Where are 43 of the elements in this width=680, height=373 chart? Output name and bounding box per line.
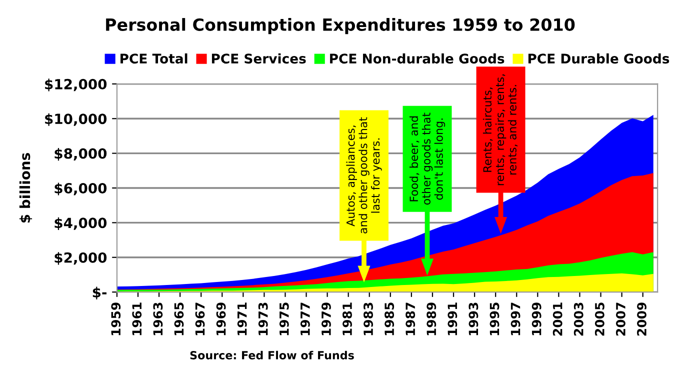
legend-label: PCE Services [212, 53, 306, 64]
x-tick-label: 1965 [174, 302, 184, 336]
x-tick-label: 1969 [216, 302, 226, 336]
x-tick-label: 1993 [468, 302, 478, 336]
x-tick-label: 1967 [195, 302, 205, 336]
x-tick-label: 1977 [300, 302, 310, 336]
annotation: Food, beer, and other goods that don't last long. [409, 112, 446, 205]
x-tick-label: 1987 [406, 302, 416, 336]
x-tick-label: 1961 [132, 302, 142, 336]
chart-title: Personal Consumption Expenditures 1959 to 2010 [106, 18, 575, 34]
x-tick-label: 1981 [342, 302, 352, 336]
x-tick-label: 1983 [364, 302, 374, 336]
x-tick-label: 1985 [384, 302, 394, 336]
x-tick-label: 2007 [616, 302, 626, 336]
y-tick-label: $8,000 [54, 148, 107, 161]
y-tick-label: $12,000 [45, 78, 107, 92]
y-tick-label: $10,000 [45, 113, 107, 126]
x-tick-label: 1995 [490, 302, 500, 336]
x-tick-label: 2009 [637, 302, 646, 336]
x-tick-label: 2001 [552, 302, 562, 336]
x-tick-label: 1997 [510, 302, 520, 336]
x-tick-label: 2005 [594, 302, 604, 336]
annotation: Rents, haircuts, rents, repairs, rents, rents, and rents. [482, 74, 518, 186]
y-tick-label: $- [92, 286, 106, 300]
x-tick-label: 2003 [574, 302, 584, 336]
y-tick-label: $6,000 [54, 182, 107, 196]
x-tick-label: 1979 [321, 302, 331, 336]
x-tick-label: 1971 [237, 302, 247, 336]
legend-label: PCE Non-durable Goods [330, 53, 504, 64]
source-note: Source: Fed Flow of Funds [190, 350, 354, 360]
annotation: Autos, appliances, and other goods that last for years. [346, 117, 382, 234]
x-tick-label: 1991 [448, 302, 458, 336]
y-tick-label: $4,000 [54, 217, 107, 230]
x-tick-label: 1975 [279, 302, 289, 336]
legend-label: PCE Durable Goods [528, 53, 670, 64]
x-tick-label: 1959 [111, 302, 121, 336]
x-tick-label: 1973 [258, 302, 268, 336]
legend-label: PCE Total [120, 53, 188, 64]
x-tick-label: 1963 [153, 302, 163, 336]
x-tick-label: 1989 [426, 302, 436, 336]
y-axis-title: $ billions [19, 153, 32, 222]
x-tick-label: 1999 [532, 302, 542, 336]
y-tick-label: $2,000 [54, 252, 107, 265]
